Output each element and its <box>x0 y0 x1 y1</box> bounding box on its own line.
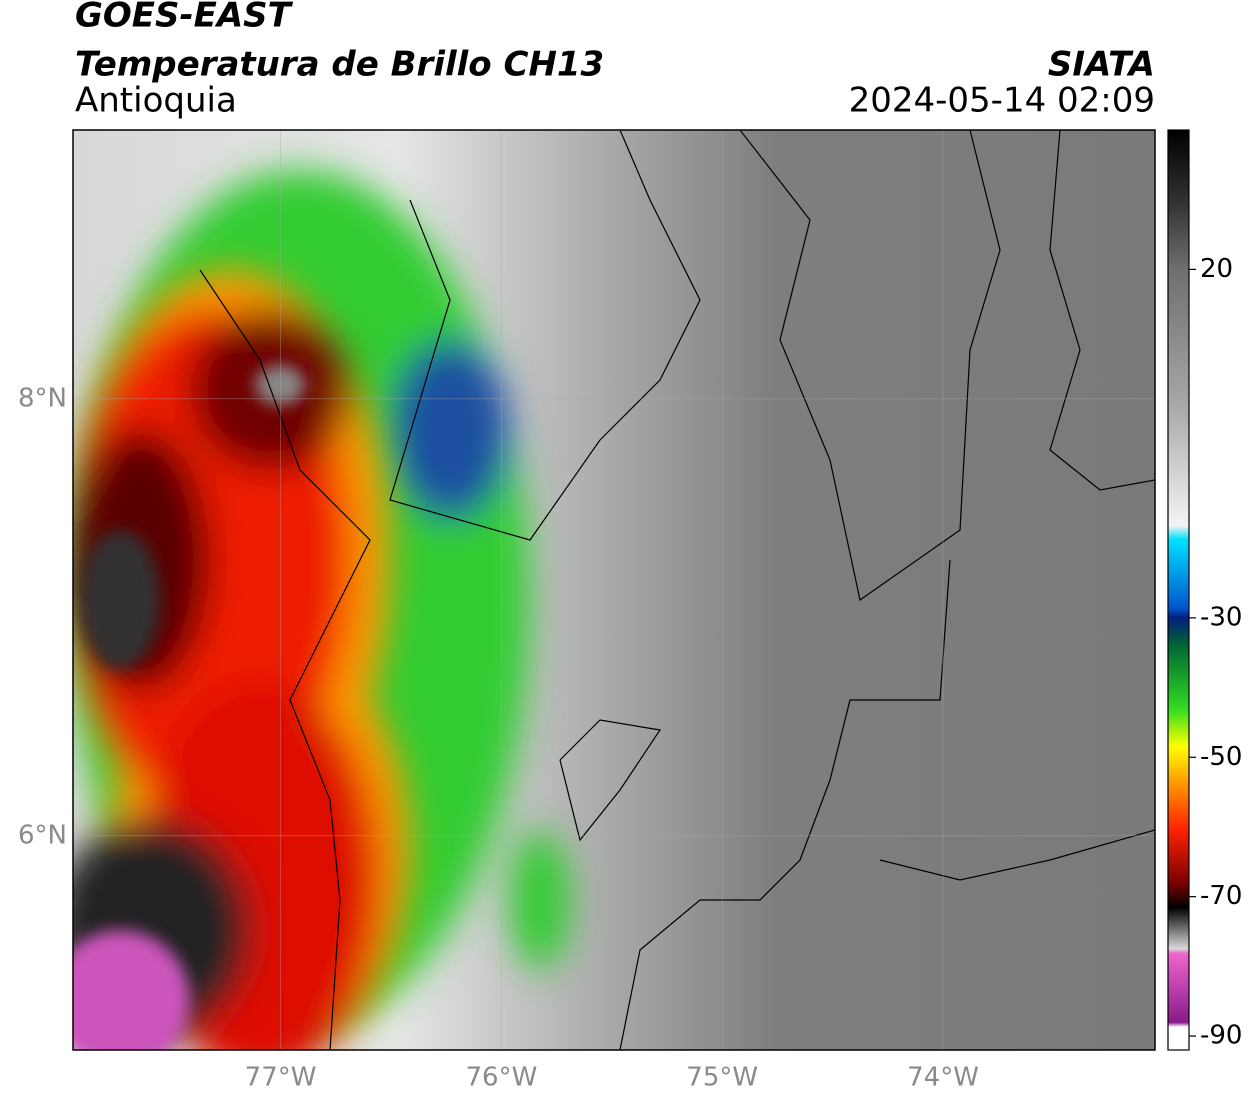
x-tick-label: 75°W <box>686 1063 758 1093</box>
source: SIATA <box>1048 45 1155 85</box>
x-tick-label: 76°W <box>465 1063 537 1093</box>
colorbar-tick-label: -70 <box>1200 881 1242 911</box>
satellite-image <box>73 130 1155 1050</box>
colorbar <box>1167 129 1190 1051</box>
colorbar-tick-label: -50 <box>1200 742 1242 772</box>
subtitle: Temperatura de Brillo CH13 <box>75 45 604 85</box>
colorbar-tick-label: -30 <box>1200 602 1242 632</box>
timestamp: 2024-05-14 02:09 <box>849 81 1155 121</box>
title: GOES-EAST <box>75 0 294 36</box>
colorbar-tick-label: 20 <box>1200 254 1233 284</box>
colorbar-tick-label: -90 <box>1200 1021 1242 1051</box>
x-tick-label: 74°W <box>907 1063 979 1093</box>
region: Antioquia <box>75 81 237 121</box>
y-tick-label: 6°N <box>18 820 67 850</box>
x-tick-label: 77°W <box>245 1063 317 1093</box>
map-frame <box>72 129 1156 1051</box>
y-tick-label: 8°N <box>18 383 67 413</box>
